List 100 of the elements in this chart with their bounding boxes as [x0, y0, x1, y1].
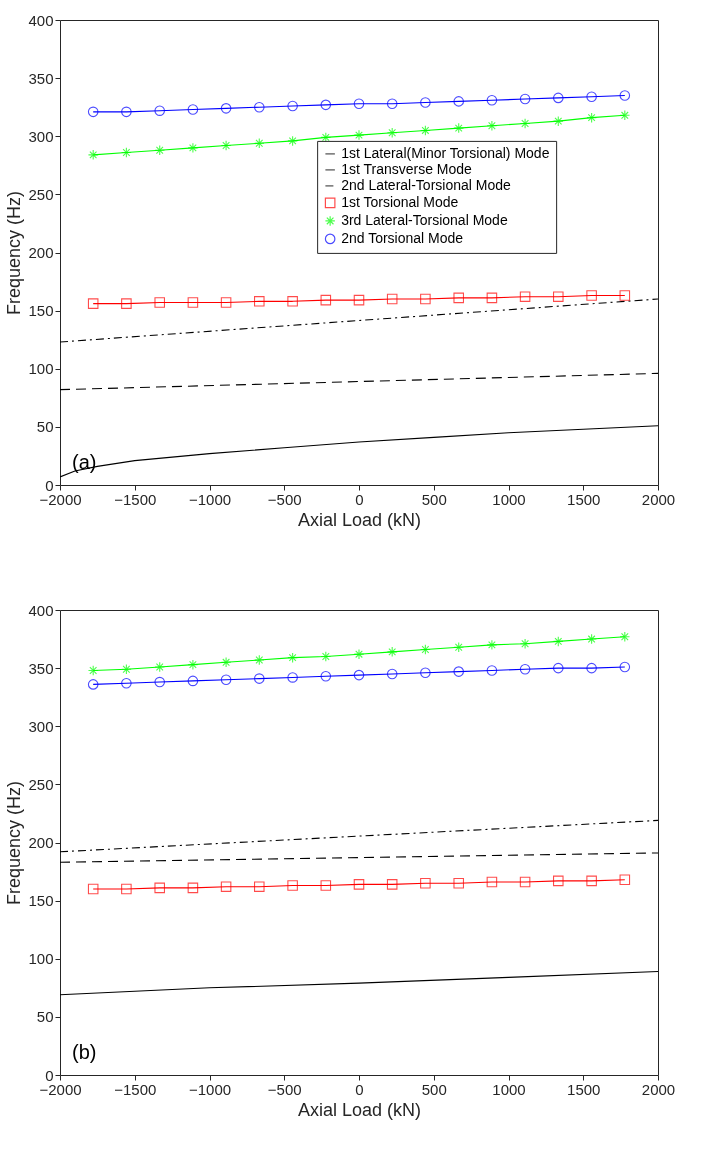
point	[87, 298, 99, 309]
point	[519, 876, 531, 888]
x-tick-label: −500	[267, 490, 302, 508]
point	[121, 298, 132, 309]
point	[154, 297, 166, 308]
point	[519, 93, 531, 105]
point	[220, 657, 232, 668]
point	[586, 875, 597, 887]
y-tick-label: 150	[28, 892, 54, 910]
line-series	[60, 425, 658, 478]
y-tick-label: 50	[36, 1008, 54, 1026]
legend-label: 1st Torsional Mode	[341, 193, 459, 210]
point	[519, 118, 531, 129]
y-tick-label: 200	[28, 244, 54, 261]
point	[287, 100, 298, 112]
legend-label: 1st Lateral(Minor Torsional) Mode	[341, 144, 550, 161]
point	[420, 97, 431, 108]
point	[552, 291, 564, 302]
point	[386, 293, 398, 305]
x-tick-label: 1000	[492, 490, 526, 508]
x-tick-label: −1000	[188, 1080, 232, 1098]
legend-label: 2nd Torsional Mode	[341, 229, 464, 246]
point	[320, 294, 332, 306]
point	[552, 636, 564, 647]
point	[486, 639, 498, 651]
point	[253, 673, 265, 684]
point	[220, 297, 232, 308]
x-tick-label: −1000	[188, 490, 232, 508]
point	[154, 676, 166, 688]
point	[386, 98, 398, 109]
point	[552, 662, 564, 674]
x-tick-label: 1000	[492, 1080, 526, 1098]
point	[586, 633, 597, 645]
point	[386, 646, 398, 658]
point	[420, 877, 431, 889]
y-tick-label: 250	[28, 775, 54, 793]
point	[453, 96, 465, 107]
x-tick-label: −500	[267, 1080, 302, 1098]
point	[121, 677, 132, 689]
point	[420, 644, 431, 655]
x-tick-label: 2000	[641, 1080, 676, 1098]
point	[386, 668, 398, 680]
x-tick-label: 1500	[567, 1080, 601, 1098]
point	[420, 293, 431, 305]
point	[486, 665, 498, 676]
point	[253, 654, 265, 666]
point	[353, 294, 365, 306]
point	[220, 881, 232, 892]
point	[154, 661, 166, 673]
point	[619, 874, 631, 885]
y-tick-label: 50	[36, 418, 54, 436]
point	[287, 672, 298, 683]
point	[253, 137, 265, 149]
point	[320, 651, 332, 662]
point	[619, 90, 631, 101]
point	[253, 296, 265, 307]
point	[320, 880, 332, 891]
point	[220, 140, 232, 151]
point	[287, 296, 298, 307]
point	[586, 112, 597, 123]
point	[187, 675, 199, 687]
x-tick-label: −1500	[114, 490, 157, 508]
point	[552, 875, 564, 887]
legend-label: 3rd Lateral-Torsional Mode	[341, 211, 508, 228]
point	[486, 120, 498, 132]
point	[253, 881, 265, 892]
point	[386, 127, 398, 139]
point	[586, 290, 597, 301]
y-tick-label: 350	[28, 69, 54, 87]
point	[320, 670, 332, 682]
point	[453, 292, 465, 304]
point	[320, 99, 332, 111]
point	[121, 663, 132, 675]
point	[519, 638, 531, 650]
x-tick-label: 2000	[641, 490, 676, 508]
point	[253, 101, 265, 113]
y-tick-label: 200	[28, 834, 54, 851]
annotation: (a)	[72, 451, 97, 473]
point	[220, 674, 232, 686]
point	[552, 92, 564, 104]
point	[586, 662, 597, 674]
point	[552, 115, 564, 127]
point	[486, 292, 498, 304]
point	[220, 103, 232, 114]
point	[353, 98, 365, 109]
point	[187, 882, 199, 894]
y-axis-title: Frequency (Hz)	[4, 190, 25, 316]
x-tick-label: 0	[355, 490, 364, 508]
point	[353, 129, 365, 141]
point	[287, 135, 298, 147]
point	[619, 110, 631, 121]
point	[187, 104, 199, 115]
x-tick-label: 500	[421, 1080, 447, 1098]
legend-label: 2nd Lateral-Torsional Mode	[341, 176, 512, 193]
y-tick-label: 350	[28, 659, 54, 677]
point	[287, 880, 298, 891]
point	[87, 106, 99, 118]
point	[586, 91, 597, 103]
point	[87, 149, 99, 161]
y-tick-label: 250	[28, 185, 54, 203]
